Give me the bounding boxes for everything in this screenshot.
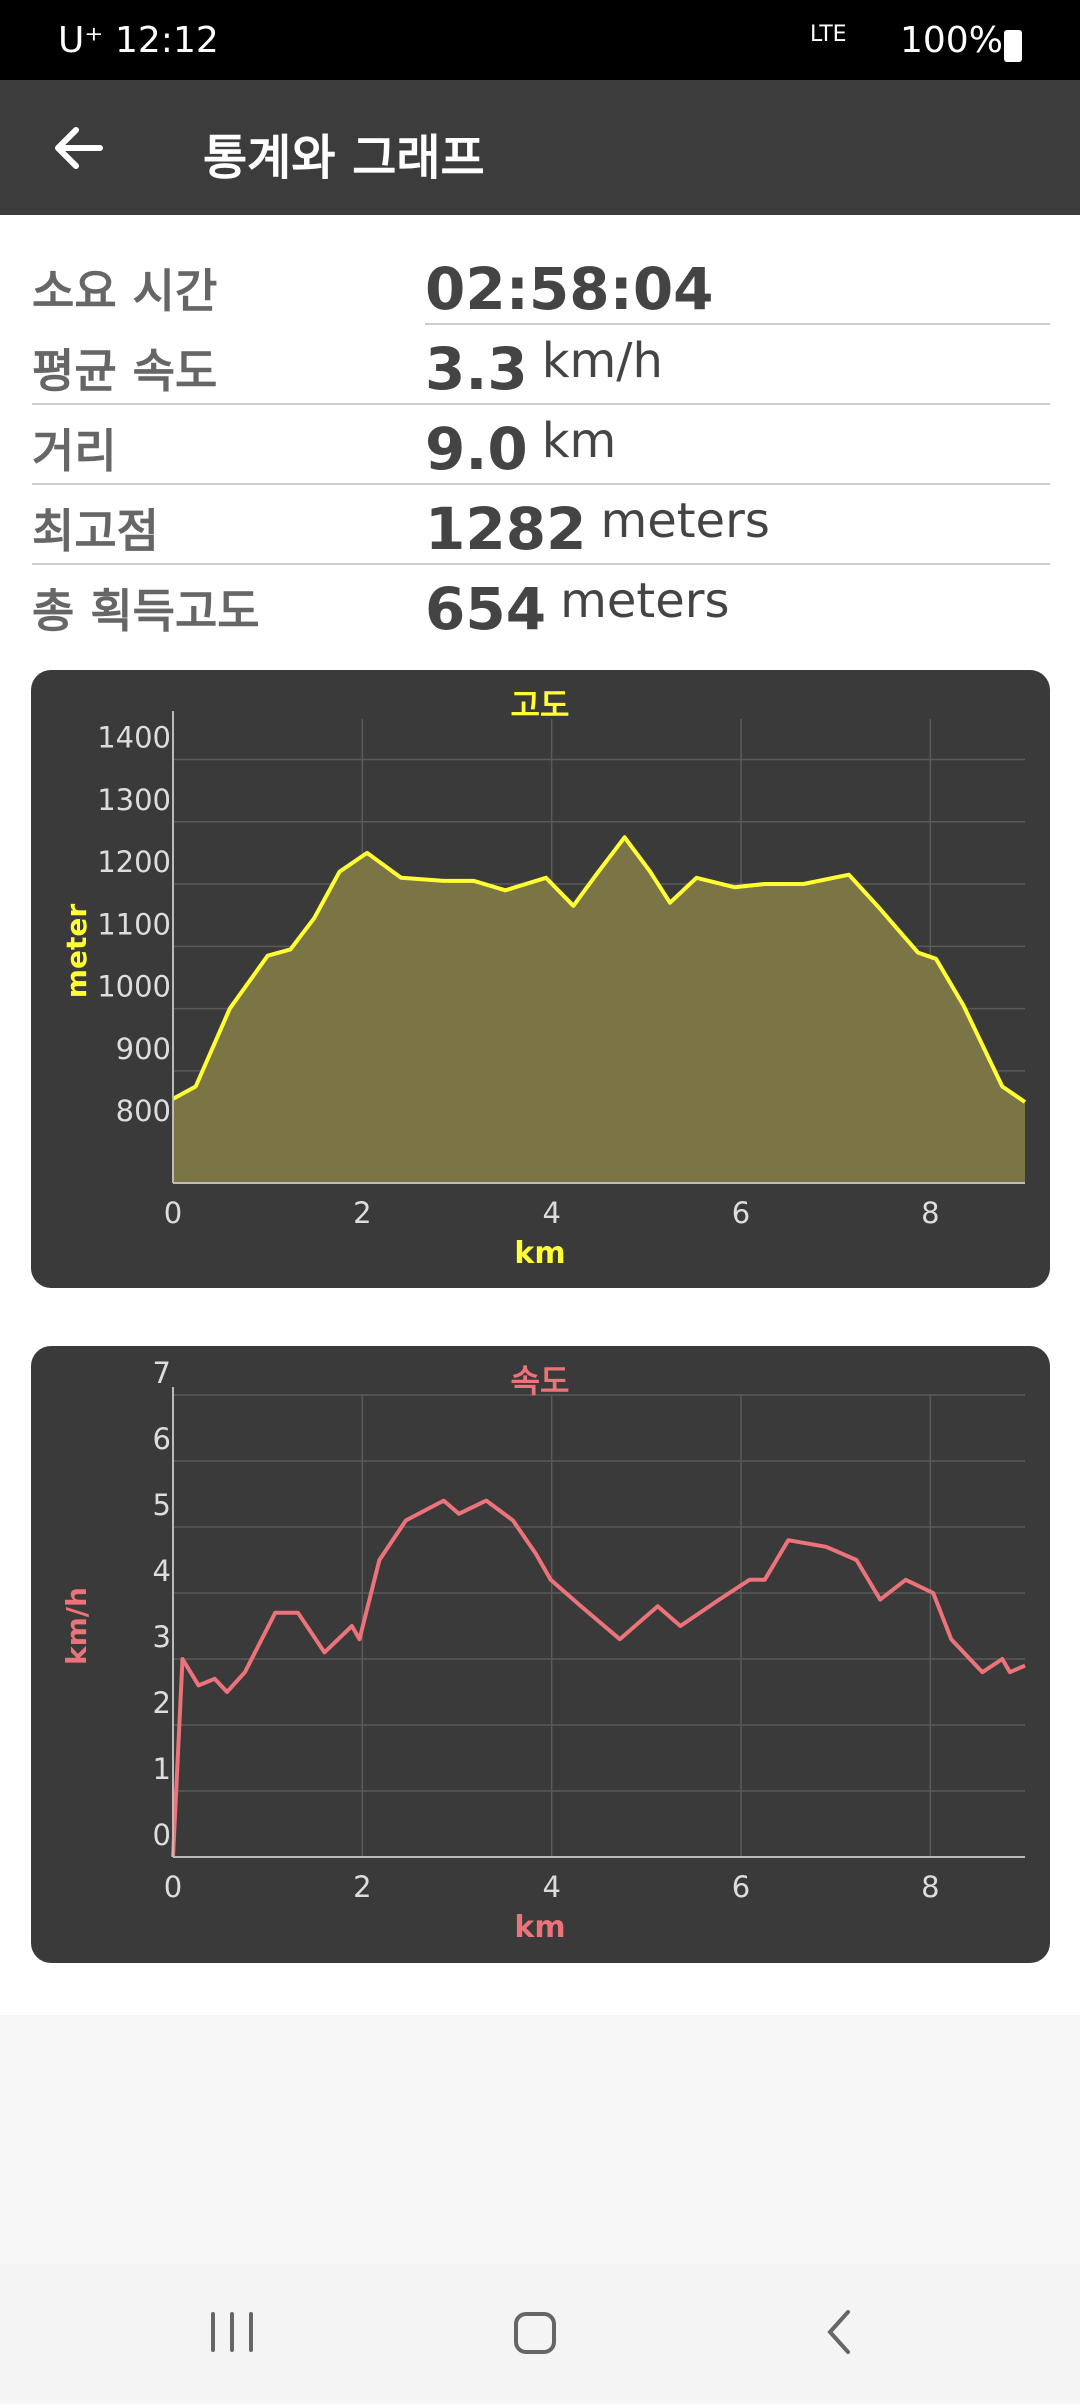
y-tick-label: 6 [153, 1422, 171, 1456]
y-tick-label: 900 [116, 1032, 171, 1066]
y-tick-label: 7 [153, 1356, 171, 1390]
separator [32, 403, 1050, 405]
stat-unit: meters [600, 493, 770, 549]
stat-label: 거리 [32, 424, 117, 478]
y-tick-label: 1 [153, 1752, 171, 1786]
line [171, 1498, 1026, 1858]
stat-number: 654 [425, 575, 547, 643]
y-tick-label: 2 [153, 1686, 171, 1720]
line [172, 835, 1027, 1104]
stat-number: 3.3 [425, 335, 528, 403]
y-tick-label: 0 [153, 1818, 171, 1852]
stat-unit: meters [560, 573, 730, 629]
y-tick-label: 3 [153, 1620, 171, 1654]
chart-panel [31, 1346, 1050, 1963]
battery-level: 100% [900, 20, 1003, 61]
x-tick-label: 6 [732, 1870, 750, 1904]
stat-number: 1282 [425, 495, 587, 563]
network: LTE [810, 22, 847, 47]
stat-value: 654 meters [425, 573, 730, 643]
stat-value: 3.3 km/h [425, 333, 663, 403]
stat-value: 9.0 km [425, 413, 617, 483]
x-tick-label: 8 [921, 1196, 939, 1230]
stats: 소요 시간 02:58:04 평균 속도 3.3 km/h 거리 9.0 km 최고… [0, 0, 1080, 660]
battery-icon [1004, 30, 1022, 62]
y-tick-label: 1300 [97, 783, 171, 817]
x-tick-label: 8 [921, 1870, 939, 1904]
stat-number: 02:58:04 [425, 255, 714, 323]
x-tick-label: 2 [353, 1870, 371, 1904]
y-tick-label: 1200 [97, 845, 171, 879]
app-title: 통계와 그래프 [203, 130, 485, 186]
y-tick-label: 1100 [97, 907, 171, 941]
recent-apps-button[interactable] [211, 2312, 253, 2352]
x-axis-label: km [514, 1910, 565, 1945]
chart-title: 고도 [511, 686, 570, 724]
app-bar: 통계와 그래프 [0, 80, 1080, 215]
y-tick-label: 800 [116, 1094, 171, 1128]
x-tick-label: 0 [164, 1196, 182, 1230]
stat-label: 최고점 [32, 504, 159, 558]
stat-value: 02:58:04 [425, 255, 714, 323]
stat-unit: km/h [541, 333, 663, 389]
x-axis-label: km [514, 1236, 565, 1271]
y-axis-label: km/h [60, 1587, 93, 1665]
home-button[interactable] [514, 2312, 556, 2354]
y-tick-label: 1000 [97, 970, 171, 1004]
x-tick-label: 4 [542, 1196, 560, 1230]
x-tick-label: 4 [542, 1870, 560, 1904]
separator [32, 563, 1050, 565]
x-tick-label: 0 [164, 1870, 182, 1904]
carrier: U⁺ [58, 20, 104, 61]
stat-label: 소요 시간 [32, 264, 218, 318]
stat-unit: km [541, 413, 617, 469]
x-tick-label: 2 [353, 1196, 371, 1230]
separator [425, 323, 1050, 325]
nav-buttons [211, 2310, 850, 2354]
clock: 12:12 [115, 20, 219, 61]
stat-value: 1282 meters [425, 493, 770, 563]
y-tick-label: 4 [153, 1554, 171, 1588]
stat-label: 총 획득고도 [32, 584, 260, 638]
back-button[interactable] [50, 120, 106, 176]
stat-label: 평균 속도 [32, 344, 218, 398]
x-tick-label: 6 [732, 1196, 750, 1230]
separator [32, 483, 1050, 485]
area-fill [173, 837, 1025, 1183]
status-bar: U⁺ 12:12 LTE 100% [0, 0, 1080, 80]
y-tick-label: 5 [153, 1488, 171, 1522]
chart-title: 속도 [511, 1362, 570, 1400]
y-axis-label: meter [60, 904, 93, 999]
back-nav-button[interactable] [827, 2310, 850, 2354]
nav-bar [0, 2264, 1080, 2400]
y-tick-label: 1400 [97, 720, 171, 754]
stat-number: 9.0 [425, 415, 528, 483]
